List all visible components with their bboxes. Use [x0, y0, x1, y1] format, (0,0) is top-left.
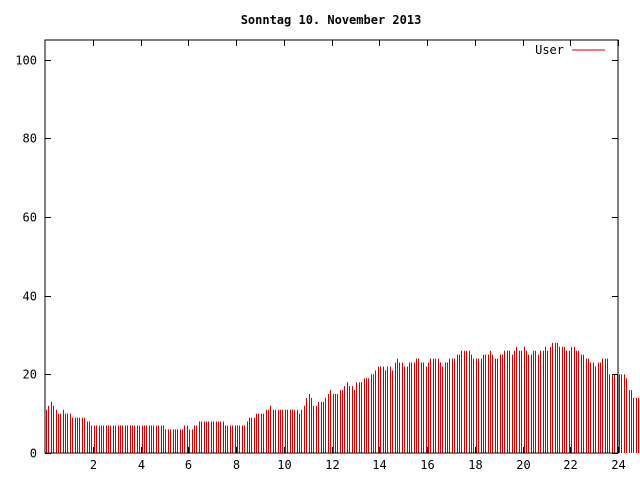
x-tick-label: 20 [516, 458, 530, 472]
y-tick-label: 0 [30, 447, 37, 461]
x-tick-label: 6 [185, 458, 192, 472]
x-tick-label: 12 [325, 458, 339, 472]
chart-title: Sonntag 10. November 2013 [241, 13, 422, 27]
x-tick-label: 10 [277, 458, 291, 472]
x-tick-label: 14 [372, 458, 386, 472]
x-tick-label: 24 [611, 458, 625, 472]
x-tick-label: 4 [138, 458, 145, 472]
y-tick-label: 60 [23, 211, 37, 225]
x-tick-label: 22 [563, 458, 577, 472]
y-tick-label: 100 [15, 54, 37, 68]
x-tick-label: 8 [233, 458, 240, 472]
legend-label: User [535, 43, 564, 57]
y-tick-label: 80 [23, 132, 37, 146]
bars-layer [46, 342, 639, 453]
x-tick-label: 18 [468, 458, 482, 472]
legend: User [535, 43, 605, 57]
y-tick-label: 40 [23, 290, 37, 304]
x-tick-label: 2 [90, 458, 97, 472]
x-tick-label: 16 [420, 458, 434, 472]
y-tick-label: 20 [23, 368, 37, 382]
plot-frame [44, 39, 619, 454]
